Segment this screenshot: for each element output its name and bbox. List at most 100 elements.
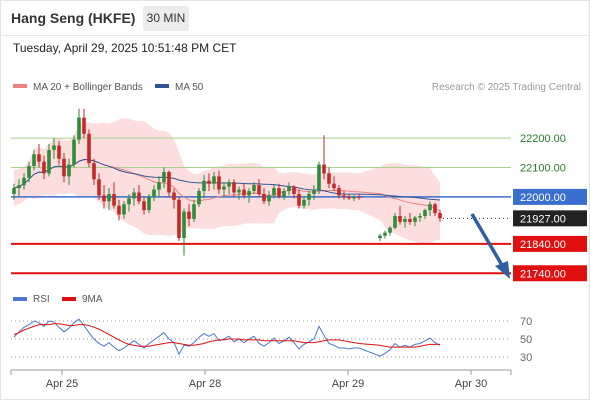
candle-body bbox=[222, 186, 226, 190]
candle-body bbox=[247, 191, 251, 196]
candle-body bbox=[312, 189, 316, 194]
candle-body bbox=[22, 177, 26, 186]
candle-body bbox=[398, 215, 402, 222]
level-label-resistance: 22100.00 bbox=[520, 163, 566, 175]
rsi-legend-label: RSI bbox=[33, 294, 50, 305]
candle-body bbox=[332, 183, 336, 189]
candle-body bbox=[127, 198, 131, 205]
timestamp: Tuesday, April 29, 2025 10:51:48 PM CET bbox=[13, 41, 237, 55]
level-label-resistance: 22200.00 bbox=[520, 133, 566, 145]
candle-body bbox=[388, 227, 392, 233]
candle-body bbox=[37, 154, 41, 162]
x-axis: Apr 25 Apr 28 Apr 29 Apr 30 bbox=[10, 370, 512, 390]
candle-body bbox=[182, 211, 186, 239]
candle-body bbox=[418, 215, 422, 218]
candle-body bbox=[152, 189, 156, 197]
candle-body bbox=[227, 182, 231, 187]
candle-body bbox=[52, 145, 56, 150]
candle-body bbox=[92, 163, 96, 180]
candle-body bbox=[72, 139, 76, 165]
candle-body bbox=[282, 191, 286, 197]
level-label-text: 21927.00 bbox=[520, 213, 566, 225]
level-label-last: 21927.00 bbox=[513, 210, 587, 227]
candle-body bbox=[82, 117, 86, 134]
candle-body bbox=[322, 164, 326, 174]
candle-body bbox=[378, 235, 382, 239]
candle-body bbox=[42, 161, 46, 174]
candle-body bbox=[157, 182, 161, 190]
candle-body bbox=[438, 213, 442, 219]
candle-body bbox=[187, 211, 191, 219]
candle-body bbox=[62, 158, 66, 177]
candle-body bbox=[327, 173, 331, 184]
candle-body bbox=[277, 188, 281, 197]
ma20-legend-swatch bbox=[13, 84, 27, 88]
candle-body bbox=[317, 164, 321, 190]
candle-body bbox=[272, 188, 276, 196]
candle-body bbox=[57, 145, 61, 159]
level-label-text: 22100.00 bbox=[520, 163, 566, 175]
forecast-arrow bbox=[470, 213, 510, 279]
rsi-legend-swatch bbox=[13, 297, 27, 301]
level-label-bg bbox=[513, 188, 587, 205]
candle-body bbox=[212, 176, 216, 184]
credit-text: Research © 2025 Trading Central bbox=[432, 82, 581, 93]
level-label-text: 21740.00 bbox=[520, 268, 566, 280]
candle-body bbox=[102, 195, 106, 202]
timeframe-button[interactable]: 30 MIN bbox=[143, 6, 189, 31]
candle-body bbox=[383, 232, 387, 236]
candle-body bbox=[117, 205, 121, 215]
candle-body bbox=[257, 185, 261, 194]
candle-body bbox=[27, 166, 31, 178]
rsi-tick-label: 70 bbox=[520, 316, 532, 328]
header-divider bbox=[0, 35, 590, 36]
candle-body bbox=[267, 195, 271, 202]
level-label-text: 22000.00 bbox=[520, 192, 566, 204]
instrument-title: Hang Seng (HKFE) bbox=[11, 10, 136, 26]
candle-body bbox=[393, 215, 397, 228]
rsi-tick-label: 30 bbox=[520, 352, 532, 364]
x-tick-label: Apr 29 bbox=[332, 378, 364, 390]
ma50-legend-label: MA 50 bbox=[175, 82, 204, 93]
candle-body bbox=[433, 204, 437, 214]
candle-body bbox=[147, 196, 151, 211]
candle-body bbox=[403, 218, 407, 222]
candle-body bbox=[297, 193, 301, 206]
candle-body bbox=[302, 199, 306, 206]
candle-body bbox=[357, 196, 361, 198]
x-tick-label: Apr 28 bbox=[189, 378, 221, 390]
candle-body bbox=[342, 195, 346, 197]
x-tick-label: Apr 25 bbox=[46, 378, 78, 390]
level-label-text: 21840.00 bbox=[520, 239, 566, 251]
candle-body bbox=[217, 176, 221, 190]
candle-body bbox=[12, 188, 16, 194]
level-label-support: 21740.00 bbox=[513, 265, 587, 282]
rsi-ma-legend-swatch bbox=[62, 297, 76, 301]
level-labels: 22200.00 22100.00 22000.00 21927.00 21840.00… bbox=[513, 133, 587, 282]
candle-body bbox=[232, 182, 236, 193]
candle-body bbox=[202, 180, 206, 192]
candle-body bbox=[32, 154, 36, 167]
candle-body bbox=[112, 193, 116, 206]
rsi-plot: 70 50 30 bbox=[11, 316, 532, 364]
candle-body bbox=[192, 204, 196, 219]
candle-body bbox=[132, 192, 136, 199]
candle-body bbox=[142, 201, 146, 211]
rsi-line bbox=[13, 318, 441, 357]
rsi-tick-label: 50 bbox=[520, 334, 532, 346]
rsi-ma-line bbox=[13, 323, 440, 348]
main-plot bbox=[11, 108, 511, 275]
level-label-pivot: 22000.00 bbox=[513, 188, 587, 205]
candle-body bbox=[197, 191, 201, 205]
level-label-text: 22200.00 bbox=[520, 133, 566, 145]
candle-body bbox=[17, 185, 21, 189]
candle-body bbox=[237, 189, 241, 193]
candle-body bbox=[172, 192, 176, 200]
candle-body bbox=[337, 188, 341, 196]
ma20-legend-label: MA 20 + Bollinger Bands bbox=[33, 82, 143, 93]
candle-body bbox=[87, 133, 91, 164]
candle-body bbox=[287, 186, 291, 192]
candle-body bbox=[97, 179, 101, 196]
candle-body bbox=[162, 171, 166, 183]
level-label-support: 21840.00 bbox=[513, 235, 587, 252]
